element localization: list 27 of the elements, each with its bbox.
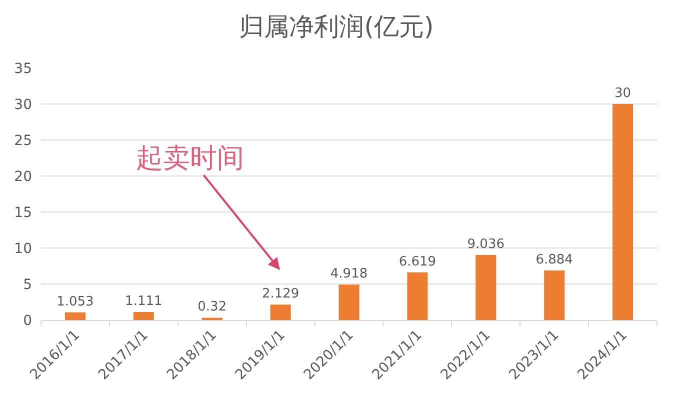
bar <box>544 270 565 320</box>
data-label: 2.129 <box>262 286 300 302</box>
chart-title: 归属净利润(亿元) <box>239 12 434 41</box>
bar <box>338 284 360 320</box>
annotation: 起卖时间 <box>136 143 244 174</box>
y-tick-label: 20 <box>14 168 32 185</box>
bar <box>133 312 154 320</box>
data-label: 4.918 <box>330 266 368 282</box>
y-tick-label: 30 <box>14 96 32 113</box>
y-tick-label: 10 <box>14 240 32 257</box>
data-label: 6.619 <box>398 254 436 270</box>
bar <box>64 312 86 320</box>
data-label: 0.32 <box>198 300 227 315</box>
y-tick-label: 35 <box>14 60 32 77</box>
y-tick-label: 15 <box>14 204 32 221</box>
bar <box>270 304 291 320</box>
data-label: 6.884 <box>536 252 573 268</box>
bar <box>476 254 496 320</box>
y-tick-label: 25 <box>14 132 32 149</box>
data-label: 1.111 <box>125 294 162 309</box>
bar <box>612 104 634 320</box>
y-tick-label: 0 <box>23 312 32 329</box>
data-label: 1.053 <box>56 294 94 310</box>
bar <box>407 272 428 320</box>
data-label: 30 <box>614 86 632 101</box>
data-label: 9.036 <box>467 236 504 252</box>
y-tick-label: 5 <box>23 276 32 293</box>
